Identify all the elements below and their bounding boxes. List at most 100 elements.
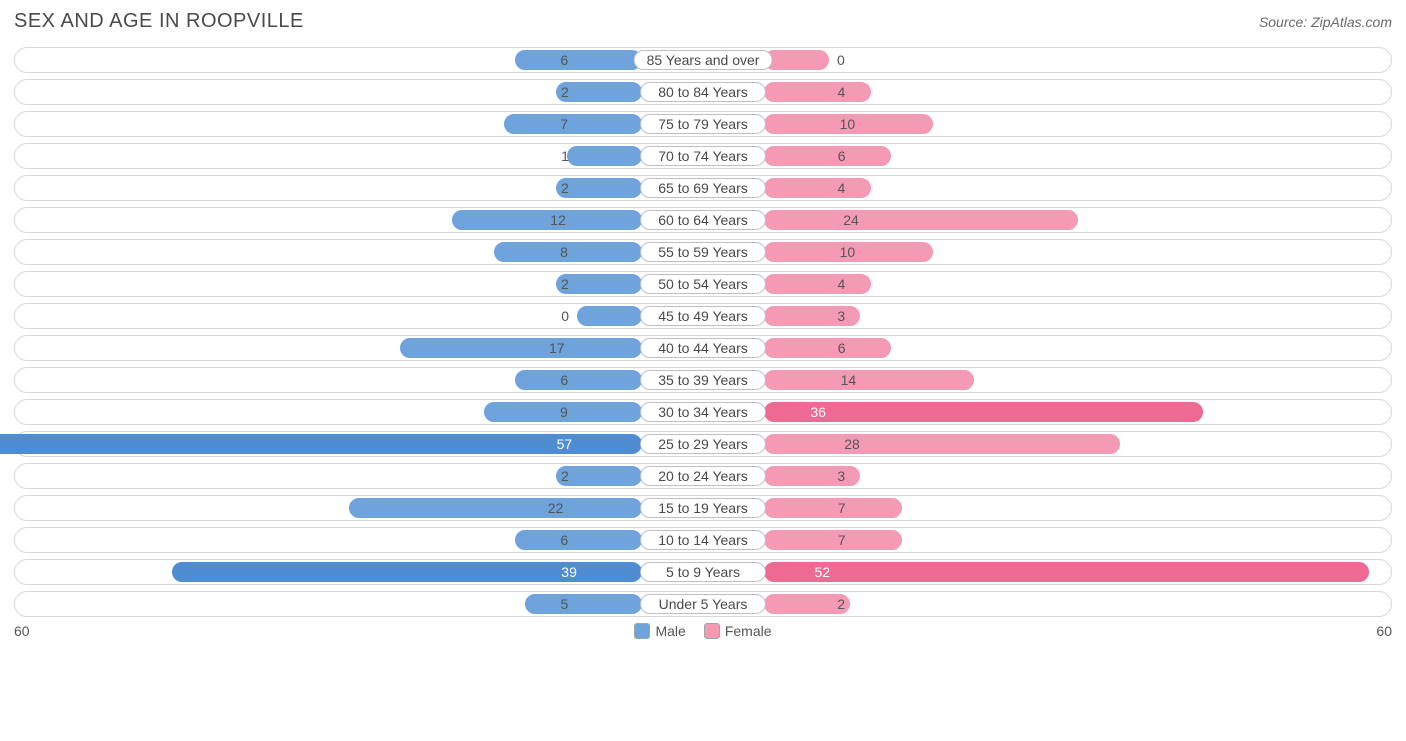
age-label-pill: 80 to 84 Years (640, 82, 766, 102)
age-row: 572825 to 29 Years (14, 431, 1392, 457)
legend-label-female: Female (725, 623, 772, 639)
male-swatch-icon (634, 623, 650, 639)
female-half: 6 (764, 338, 1387, 358)
female-value: 0 (837, 50, 845, 70)
age-row: 0 3 45 to 49 Years (14, 303, 1392, 329)
female-value: 14 (841, 370, 857, 390)
male-bar (515, 50, 642, 70)
female-half: 14 (764, 370, 1387, 390)
male-value: 6 (560, 370, 568, 390)
age-label-pill: 55 to 59 Years (640, 242, 766, 262)
age-label-pill: 65 to 69 Years (640, 178, 766, 198)
female-value: 10 (840, 114, 856, 134)
male-half: 22 (19, 498, 642, 518)
male-half: 8 (19, 242, 642, 262)
age-label-pill: 70 to 74 Years (640, 146, 766, 166)
female-bar (764, 50, 829, 70)
male-value: 2 (561, 274, 569, 294)
source-name: ZipAtlas.com (1311, 14, 1392, 30)
age-row: 6 14 35 to 39 Years (14, 367, 1392, 393)
male-half: 6 (19, 530, 642, 550)
female-value: 3 (837, 306, 845, 326)
female-value: 2 (837, 594, 845, 614)
male-bar (556, 466, 642, 486)
axis-max-left: 60 (14, 623, 30, 639)
age-row: 6 0 85 Years and over (14, 47, 1392, 73)
female-value: 4 (838, 82, 846, 102)
female-half: 10 (764, 114, 1387, 134)
male-bar (556, 82, 642, 102)
female-bar (764, 82, 871, 102)
male-half: 0 (19, 306, 642, 326)
female-swatch-icon (704, 623, 720, 639)
female-half: 2 (764, 594, 1387, 614)
female-half: 4 (764, 178, 1387, 198)
female-half: 52 (764, 562, 1387, 582)
male-value: 9 (560, 402, 568, 422)
age-row: 1 670 to 74 Years (14, 143, 1392, 169)
female-bar (764, 338, 891, 358)
male-half: 9 (19, 402, 642, 422)
age-row: 17640 to 44 Years (14, 335, 1392, 361)
female-bar (764, 306, 860, 326)
age-label-pill: 35 to 39 Years (640, 370, 766, 390)
age-label-pill: 25 to 29 Years (640, 434, 766, 454)
male-half: 7 (19, 114, 642, 134)
female-half: 0 (764, 50, 1387, 70)
male-value: 7 (560, 114, 568, 134)
female-value: 4 (838, 274, 846, 294)
age-label-pill: 75 to 79 Years (640, 114, 766, 134)
age-label-pill: 85 Years and over (634, 50, 773, 70)
male-bar (0, 434, 642, 454)
female-bar (764, 146, 891, 166)
male-bar (515, 530, 642, 550)
age-label-pill: 60 to 64 Years (640, 210, 766, 230)
female-bar (764, 370, 974, 390)
male-value: 5 (561, 594, 569, 614)
age-row: 2 4 80 to 84 Years (14, 79, 1392, 105)
male-value: 1 (561, 146, 569, 166)
male-bar (567, 146, 642, 166)
age-label-pill: 45 to 49 Years (640, 306, 766, 326)
male-bar (556, 178, 642, 198)
female-value: 4 (838, 178, 846, 198)
male-half: 57 (19, 434, 642, 454)
male-value: 2 (561, 82, 569, 102)
female-half: 3 (764, 306, 1387, 326)
female-bar (764, 530, 902, 550)
male-half: 39 (19, 562, 642, 582)
age-label-pill: 20 to 24 Years (640, 466, 766, 486)
female-half: 7 (764, 498, 1387, 518)
male-half: 6 (19, 50, 642, 70)
population-pyramid: 6085 Years and over2480 to 84 Years71075… (14, 47, 1392, 617)
male-half: 6 (19, 370, 642, 390)
age-label-pill: 5 to 9 Years (640, 562, 766, 582)
age-label-pill: 40 to 44 Years (640, 338, 766, 358)
legend-label-male: Male (655, 623, 685, 639)
female-bar (764, 178, 871, 198)
chart-legend: Male Female (634, 623, 771, 639)
male-value: 12 (550, 210, 566, 230)
female-value: 10 (840, 242, 856, 262)
male-value: 57 (557, 434, 573, 454)
female-half: 6 (764, 146, 1387, 166)
female-half: 36 (764, 402, 1387, 422)
female-half: 7 (764, 530, 1387, 550)
age-row: 39 525 to 9 Years (14, 559, 1392, 585)
female-value: 36 (810, 402, 826, 422)
legend-item-male: Male (634, 623, 685, 639)
female-value: 7 (838, 530, 846, 550)
female-bar (764, 402, 1203, 422)
age-label-pill: 50 to 54 Years (640, 274, 766, 294)
female-value: 6 (838, 338, 846, 358)
male-value: 39 (561, 562, 577, 582)
male-half: 12 (19, 210, 642, 230)
age-row: 2465 to 69 Years (14, 175, 1392, 201)
male-half: 2 (19, 466, 642, 486)
male-half: 1 (19, 146, 642, 166)
male-bar (515, 370, 642, 390)
female-bar (764, 562, 1369, 582)
age-label-pill: Under 5 Years (640, 594, 766, 614)
age-row: 7 10 75 to 79 Years (14, 111, 1392, 137)
female-half: 4 (764, 82, 1387, 102)
